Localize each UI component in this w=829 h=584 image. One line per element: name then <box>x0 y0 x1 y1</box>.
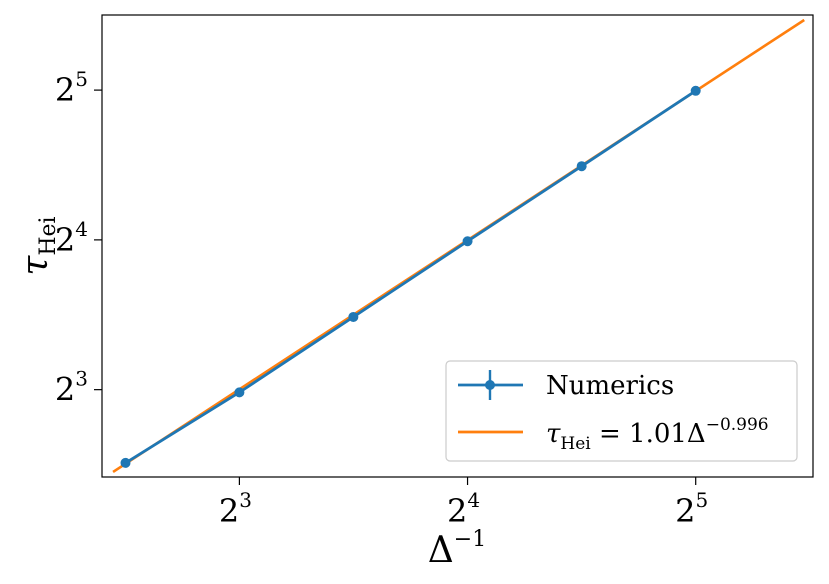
numerics-line <box>124 89 697 465</box>
legend-fit-label: τHei = 1.01Δ−0.996 <box>546 415 769 454</box>
y-axis-label: τHei <box>15 216 61 275</box>
y-tick-label-4: 24 <box>55 217 88 259</box>
legend-numerics-marker <box>485 380 495 390</box>
x-tick-label-5: 25 <box>675 488 708 530</box>
y-ticks: 23 24 25 <box>55 67 102 409</box>
numerics-point-5 <box>576 161 587 172</box>
numerics-layer <box>120 85 701 468</box>
x-axis-label: Δ−1 <box>428 527 486 571</box>
numerics-point-2 <box>234 387 245 398</box>
numerics-point-6 <box>690 85 701 96</box>
x-tick-label-3: 23 <box>219 488 252 530</box>
legend-entry-numerics: Numerics <box>458 370 674 401</box>
numerics-point-4 <box>462 236 473 247</box>
y-tick-label-5: 25 <box>55 67 88 109</box>
legend-box <box>445 360 798 462</box>
y-tick-label-3: 23 <box>55 367 88 409</box>
legend-entry-fit: τHei = 1.01Δ−0.996 <box>458 415 769 454</box>
x-ticks: 23 24 25 <box>219 477 708 530</box>
numerics-point-3 <box>348 311 359 322</box>
plot-frame <box>101 14 814 478</box>
x-tick-label-4: 24 <box>447 488 480 530</box>
legend: Numerics τHei = 1.01Δ−0.996 <box>445 360 798 462</box>
legend-numerics-label: Numerics <box>546 371 674 401</box>
numerics-point-1 <box>120 457 131 468</box>
